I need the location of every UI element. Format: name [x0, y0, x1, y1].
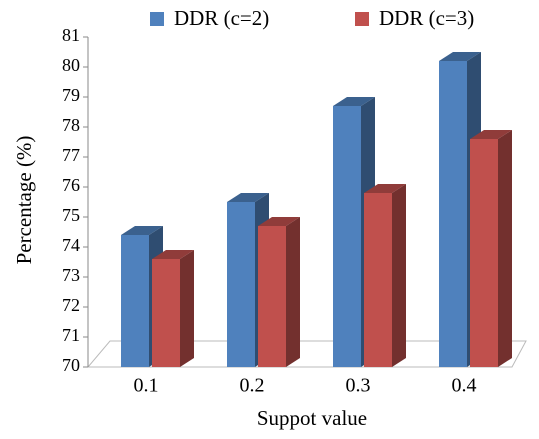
bar-face — [121, 226, 163, 235]
bar-face — [333, 106, 361, 367]
bar-face — [364, 184, 406, 193]
bar-face — [439, 52, 481, 61]
bar-face — [258, 226, 286, 367]
y-tick-label: 70 — [62, 355, 80, 375]
bar — [152, 250, 194, 367]
bar-face — [121, 235, 149, 367]
y-tick-label: 76 — [62, 175, 80, 195]
x-axis-label: Suppot value — [257, 406, 367, 430]
bar-face — [286, 217, 300, 367]
bar-face — [470, 130, 512, 139]
y-tick-label: 78 — [62, 115, 80, 135]
x-tick-label: 0.3 — [346, 375, 371, 397]
bar — [258, 217, 300, 367]
y-tick-label: 79 — [62, 85, 80, 105]
bar-face — [152, 250, 194, 259]
y-tick-label: 74 — [62, 235, 80, 255]
bar-face — [439, 61, 467, 367]
legend-label: DDR (c=2) — [174, 6, 269, 30]
y-axis-label: Percentage (%) — [12, 136, 36, 265]
legend-label: DDR (c=3) — [379, 6, 474, 30]
y-tick-label: 81 — [62, 25, 80, 45]
bar — [470, 130, 512, 367]
y-tick-label: 72 — [62, 295, 80, 315]
bar-face — [152, 259, 180, 367]
y-tick-label: 73 — [62, 265, 80, 285]
bar-face — [333, 97, 375, 106]
bar-face — [470, 139, 498, 367]
legend-swatch — [150, 12, 164, 26]
bar-face — [392, 184, 406, 367]
bar-face — [227, 193, 269, 202]
y-tick-label: 77 — [62, 145, 80, 165]
bar-face — [227, 202, 255, 367]
bar-face — [498, 130, 512, 367]
x-tick-label: 0.2 — [240, 375, 265, 397]
y-tick-label: 75 — [62, 205, 80, 225]
x-tick-label: 0.4 — [452, 375, 477, 397]
y-tick-label: 71 — [62, 325, 80, 345]
bar-face — [364, 193, 392, 367]
bar — [364, 184, 406, 367]
legend-swatch — [355, 12, 369, 26]
y-tick-label: 80 — [62, 55, 80, 75]
bar-face — [180, 250, 194, 367]
x-tick-label: 0.1 — [134, 375, 159, 397]
bar-face — [258, 217, 300, 226]
